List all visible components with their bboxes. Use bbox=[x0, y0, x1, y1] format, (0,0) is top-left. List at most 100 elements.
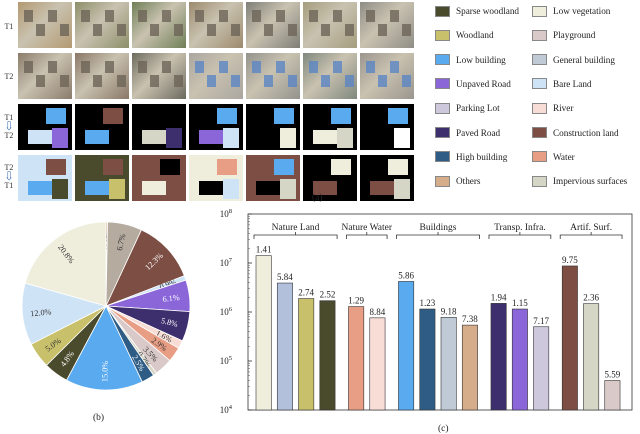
legend-label: Woodland bbox=[456, 30, 494, 41]
down-arrow-icon: ⇩ bbox=[3, 119, 15, 133]
legend-label: Paved Road bbox=[456, 127, 501, 138]
legend-swatch bbox=[532, 29, 547, 41]
y-tick-label: 105 bbox=[220, 355, 232, 366]
group-label: Nature Water bbox=[342, 223, 393, 233]
group-bracket bbox=[346, 232, 388, 239]
group-bracket bbox=[253, 232, 338, 239]
legend-swatch bbox=[532, 151, 547, 163]
bar-value-label: 2.52 bbox=[320, 290, 336, 300]
legend-label: General building bbox=[553, 54, 615, 65]
legend-swatch bbox=[532, 175, 547, 187]
down-arrow-icon: ⇩ bbox=[3, 169, 15, 183]
bar bbox=[369, 317, 386, 411]
satellite-image-t1 bbox=[75, 2, 129, 48]
panel-label-c: (c) bbox=[438, 424, 449, 434]
change-mask-t2-to-t1 bbox=[132, 155, 186, 201]
legend-swatch bbox=[532, 102, 547, 114]
change-mask-t2-to-t1 bbox=[75, 155, 129, 201]
change-mask-t2-to-t1 bbox=[246, 155, 300, 201]
legend-item: General building bbox=[532, 53, 615, 67]
bar-value-label: 1.41 bbox=[256, 245, 272, 255]
satellite-image-t1 bbox=[246, 2, 300, 48]
legend-swatch bbox=[532, 54, 547, 66]
change-mask-t2-to-t1 bbox=[18, 155, 72, 201]
satellite-image-t1 bbox=[189, 2, 243, 48]
bar bbox=[511, 308, 528, 411]
bar-value-label: 7.17 bbox=[533, 316, 549, 326]
bar-value-label: 5.86 bbox=[398, 270, 414, 280]
pie-slice bbox=[21, 282, 108, 345]
panel-label-a: (a) bbox=[312, 193, 323, 203]
legend-label: Water bbox=[553, 151, 575, 162]
legend-swatch bbox=[435, 102, 450, 114]
bar-value-label: 1.29 bbox=[348, 296, 364, 306]
pie-slice-label: 15.0% bbox=[100, 361, 109, 383]
legend-swatch bbox=[532, 5, 547, 17]
bar-value-label: 1.15 bbox=[512, 298, 528, 308]
change-mask-t1-to-t2 bbox=[75, 104, 129, 150]
pie-slice bbox=[66, 305, 143, 391]
legend-label: Construction land bbox=[553, 127, 619, 138]
legend-label: Playground bbox=[553, 30, 596, 41]
legend-swatch bbox=[435, 54, 450, 66]
bar bbox=[604, 380, 621, 411]
legend-item: Parking Lot bbox=[435, 101, 500, 115]
satellite-image-t2 bbox=[360, 53, 414, 99]
legend-item: River bbox=[532, 101, 573, 115]
satellite-image-t2 bbox=[189, 53, 243, 99]
legend-item: Sparse woodland bbox=[435, 4, 519, 18]
bar-value-label: 2.74 bbox=[298, 288, 314, 298]
bar bbox=[561, 265, 578, 411]
pie-slice bbox=[105, 229, 185, 307]
legend-item: Others bbox=[435, 174, 481, 188]
pie-slice bbox=[24, 221, 107, 307]
bar bbox=[348, 306, 365, 411]
row-label-t1-t2: T1 ⇩ T2 bbox=[1, 113, 17, 140]
change-mask-t2-to-t1 bbox=[303, 155, 357, 201]
satellite-image-t1 bbox=[132, 2, 186, 48]
legend-label: Parking Lot bbox=[456, 103, 500, 114]
legend-swatch bbox=[435, 5, 450, 17]
bar bbox=[440, 316, 457, 411]
legend-swatch bbox=[435, 175, 450, 187]
legend-swatch bbox=[532, 127, 547, 138]
bar bbox=[419, 308, 436, 411]
pie-slice-label: 6.7% bbox=[115, 233, 128, 252]
change-mask-t1-to-t2 bbox=[360, 104, 414, 150]
change-mask-t2-to-t1 bbox=[360, 155, 414, 201]
bar bbox=[490, 303, 507, 411]
legend-swatch bbox=[435, 151, 450, 163]
group-label: Nature Land bbox=[272, 223, 320, 233]
group-bracket bbox=[559, 232, 623, 239]
legend-label: High building bbox=[456, 151, 508, 162]
class-proportion-pie-chart: 0.3%6.7%12.3%0.9%6.1%5.8%1.6%2.9%3.5%0.7… bbox=[21, 221, 191, 391]
group-bracket bbox=[488, 232, 552, 239]
legend-label: Sparse woodland bbox=[456, 6, 520, 16]
group-label: Buildings bbox=[420, 223, 457, 233]
satellite-image-t2 bbox=[75, 53, 129, 99]
panel-label-b: (b) bbox=[93, 413, 105, 423]
row-label-t2: T2 bbox=[4, 72, 14, 81]
legend-item: Low building bbox=[435, 53, 506, 67]
change-mask-t1-to-t2 bbox=[189, 104, 243, 150]
legend-label: Others bbox=[456, 176, 481, 187]
legend-item: Paved Road bbox=[435, 126, 500, 140]
bar-value-label: 2.36 bbox=[583, 293, 599, 303]
change-mask-t1-to-t2 bbox=[132, 104, 186, 150]
satellite-image-t1 bbox=[360, 2, 414, 48]
legend-label: Low building bbox=[456, 54, 506, 65]
bar bbox=[398, 281, 415, 411]
legend-swatch bbox=[532, 78, 547, 90]
legend-swatch bbox=[435, 127, 450, 138]
change-mask-t2-to-t1 bbox=[189, 155, 243, 201]
bar-value-label: 9.75 bbox=[562, 255, 578, 265]
satellite-image-t2 bbox=[303, 53, 357, 99]
legend-label: Impervious surfaces bbox=[553, 176, 628, 187]
legend-item: Bare Land bbox=[532, 77, 592, 91]
legend-item: Playground bbox=[532, 28, 595, 42]
group-label: Artif. Surf. bbox=[570, 222, 612, 233]
pie-slice-label: 5.8% bbox=[160, 316, 179, 329]
row-label-t1: T1 bbox=[4, 22, 14, 31]
group-bracket bbox=[396, 232, 480, 239]
satellite-image-t1 bbox=[303, 2, 357, 48]
